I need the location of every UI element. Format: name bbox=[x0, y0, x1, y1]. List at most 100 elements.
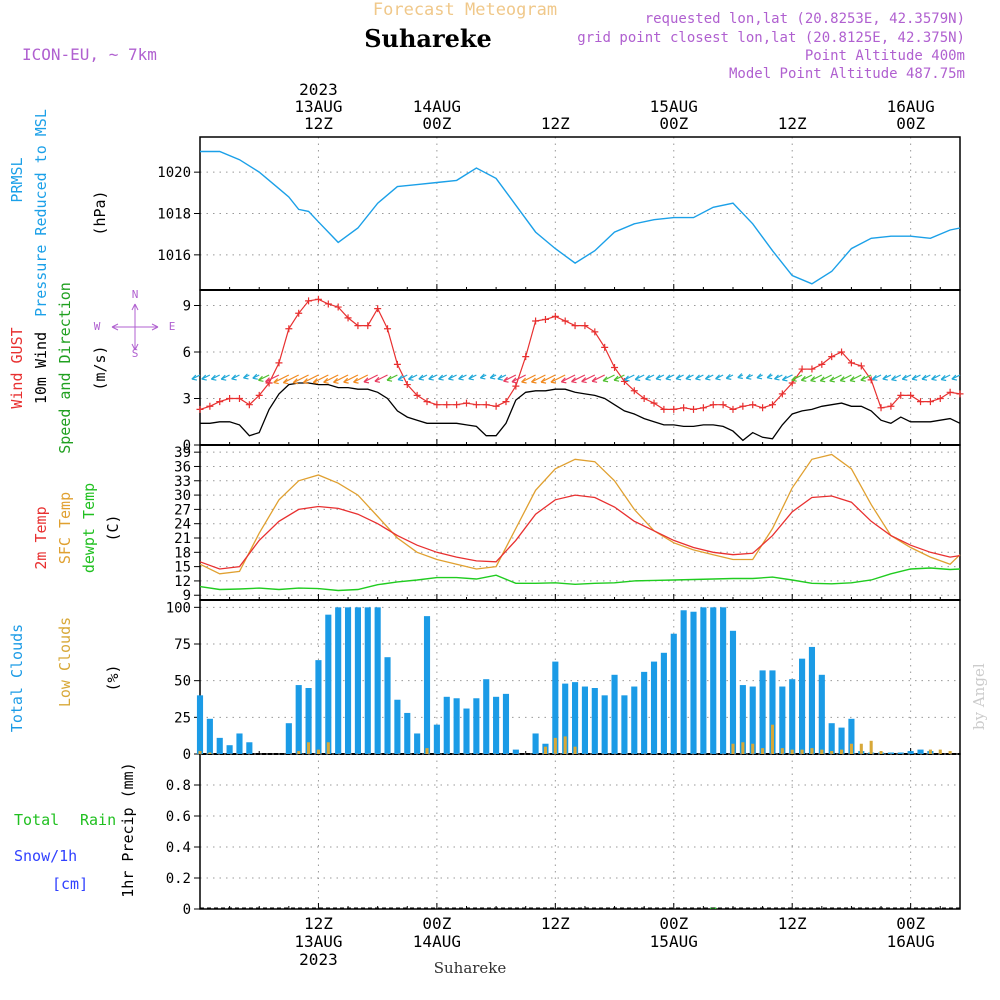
gust-marker bbox=[502, 398, 510, 406]
wind-arrowhead bbox=[613, 375, 620, 382]
low-cloud-bar bbox=[849, 743, 853, 754]
y-tick-label: 15 bbox=[174, 560, 191, 576]
total-cloud-bar bbox=[463, 708, 470, 754]
gust-marker bbox=[936, 395, 944, 402]
total-cloud-bar bbox=[364, 607, 371, 754]
wind-arrowhead bbox=[800, 375, 807, 382]
gust-marker bbox=[512, 382, 520, 390]
gust-marker bbox=[374, 305, 382, 313]
x-axis-top-label: 12Z bbox=[304, 114, 333, 133]
total-cloud-bar bbox=[344, 607, 352, 754]
wind-arrow bbox=[374, 374, 388, 382]
wind-arrowhead bbox=[725, 373, 732, 380]
wind-arrowhead bbox=[210, 374, 217, 381]
gust-marker bbox=[699, 404, 707, 412]
total-cloud-bar bbox=[670, 633, 677, 754]
gust-marker bbox=[877, 404, 885, 412]
credit-label: by Angel bbox=[970, 663, 988, 730]
wind-arrowhead bbox=[343, 377, 349, 384]
low-cloud-bar bbox=[948, 751, 952, 754]
y-tick-label: 1018 bbox=[157, 207, 191, 223]
gust-marker bbox=[384, 325, 392, 333]
wind-arrow bbox=[613, 374, 625, 381]
y-tick-label: 39 bbox=[174, 445, 191, 461]
clouds-unit: (%) bbox=[104, 664, 122, 691]
gust-marker bbox=[462, 399, 470, 407]
y-tick-label: 30 bbox=[174, 488, 191, 504]
low-cloud-bar bbox=[198, 751, 202, 754]
wind-arrowhead bbox=[940, 375, 947, 382]
low-cloud-bar bbox=[543, 746, 547, 754]
gust-marker bbox=[354, 322, 362, 330]
gust-marker bbox=[926, 398, 934, 406]
wind-arrowhead bbox=[438, 374, 444, 381]
wind-arrowhead bbox=[220, 374, 227, 381]
sfc-temp-label: SFC Temp bbox=[56, 492, 74, 564]
gust-marker bbox=[324, 300, 332, 308]
total-cloud-bar bbox=[502, 693, 510, 754]
gust-marker bbox=[344, 314, 352, 322]
gust-marker bbox=[601, 343, 609, 351]
total-cloud-bar bbox=[196, 695, 204, 754]
y-tick-label: 50 bbox=[174, 674, 191, 690]
wind-arrow bbox=[829, 374, 842, 382]
low-cloud-bar bbox=[573, 746, 577, 754]
wind-arrowhead bbox=[511, 377, 518, 384]
wind-arrowhead bbox=[665, 374, 672, 381]
gust-marker bbox=[759, 404, 767, 412]
y-tick-label: 6 bbox=[183, 345, 191, 361]
y-tick-label: 18 bbox=[174, 545, 191, 561]
wind-arrow bbox=[819, 374, 832, 382]
wind-arrow bbox=[503, 374, 517, 382]
wind-arrowhead bbox=[302, 378, 309, 385]
gust-marker bbox=[285, 325, 293, 333]
gust-marker bbox=[275, 359, 283, 367]
gust-marker bbox=[956, 390, 964, 398]
gust-marker bbox=[403, 381, 411, 389]
temp-2m-line bbox=[199, 494, 961, 570]
low-cloud-bar bbox=[869, 740, 873, 754]
gust-marker bbox=[571, 322, 579, 330]
x-axis-top-label: 14AUG bbox=[413, 97, 461, 116]
wind-arrowhead bbox=[571, 377, 577, 384]
wind-arrowhead bbox=[891, 375, 897, 382]
compass-w: W bbox=[94, 320, 101, 333]
gust-marker bbox=[729, 405, 737, 413]
gust-marker bbox=[196, 405, 204, 413]
gust-marker bbox=[551, 312, 559, 320]
wind-arrowhead bbox=[774, 374, 780, 381]
subtitle: Forecast Meteogram bbox=[373, 0, 557, 20]
y-tick-label: 36 bbox=[174, 459, 191, 475]
gust-marker bbox=[857, 362, 865, 370]
x-axis-top-label: 2023 bbox=[299, 80, 338, 99]
wind-arrowhead bbox=[252, 373, 258, 380]
gust-label: Wind GUST bbox=[8, 327, 26, 408]
low-cloud-bar bbox=[297, 751, 301, 754]
gust-marker bbox=[532, 317, 540, 325]
gust-marker bbox=[660, 405, 668, 413]
wind-arrowhead bbox=[634, 375, 641, 382]
gust-marker bbox=[907, 391, 915, 399]
gust-marker bbox=[887, 402, 895, 410]
gust-marker bbox=[611, 364, 619, 371]
low-cloud-bar bbox=[425, 748, 429, 754]
total-cloud-bar bbox=[641, 671, 648, 754]
wind-arrow bbox=[273, 374, 290, 384]
snow-label: Snow/1h bbox=[14, 847, 77, 865]
x-axis-bottom-label: 12Z bbox=[304, 914, 333, 933]
total-cloud-bar bbox=[325, 614, 332, 754]
total-cloud-bar bbox=[739, 685, 746, 754]
low-cloud-bar bbox=[208, 752, 212, 754]
x-axis-bottom-label: 12Z bbox=[778, 914, 807, 933]
wind-arrowhead bbox=[685, 374, 692, 381]
total-cloud-bar bbox=[394, 699, 401, 754]
total-cloud-bar bbox=[453, 698, 460, 754]
wind-arrowhead bbox=[497, 374, 503, 381]
total-cloud-bar bbox=[848, 718, 855, 754]
wind-arrowhead bbox=[655, 374, 662, 381]
wind-arrowhead bbox=[503, 376, 509, 383]
gust-marker bbox=[897, 391, 905, 399]
total-cloud-bar bbox=[887, 752, 894, 754]
gust-marker bbox=[847, 359, 855, 367]
total-cloud-bar bbox=[493, 696, 500, 754]
